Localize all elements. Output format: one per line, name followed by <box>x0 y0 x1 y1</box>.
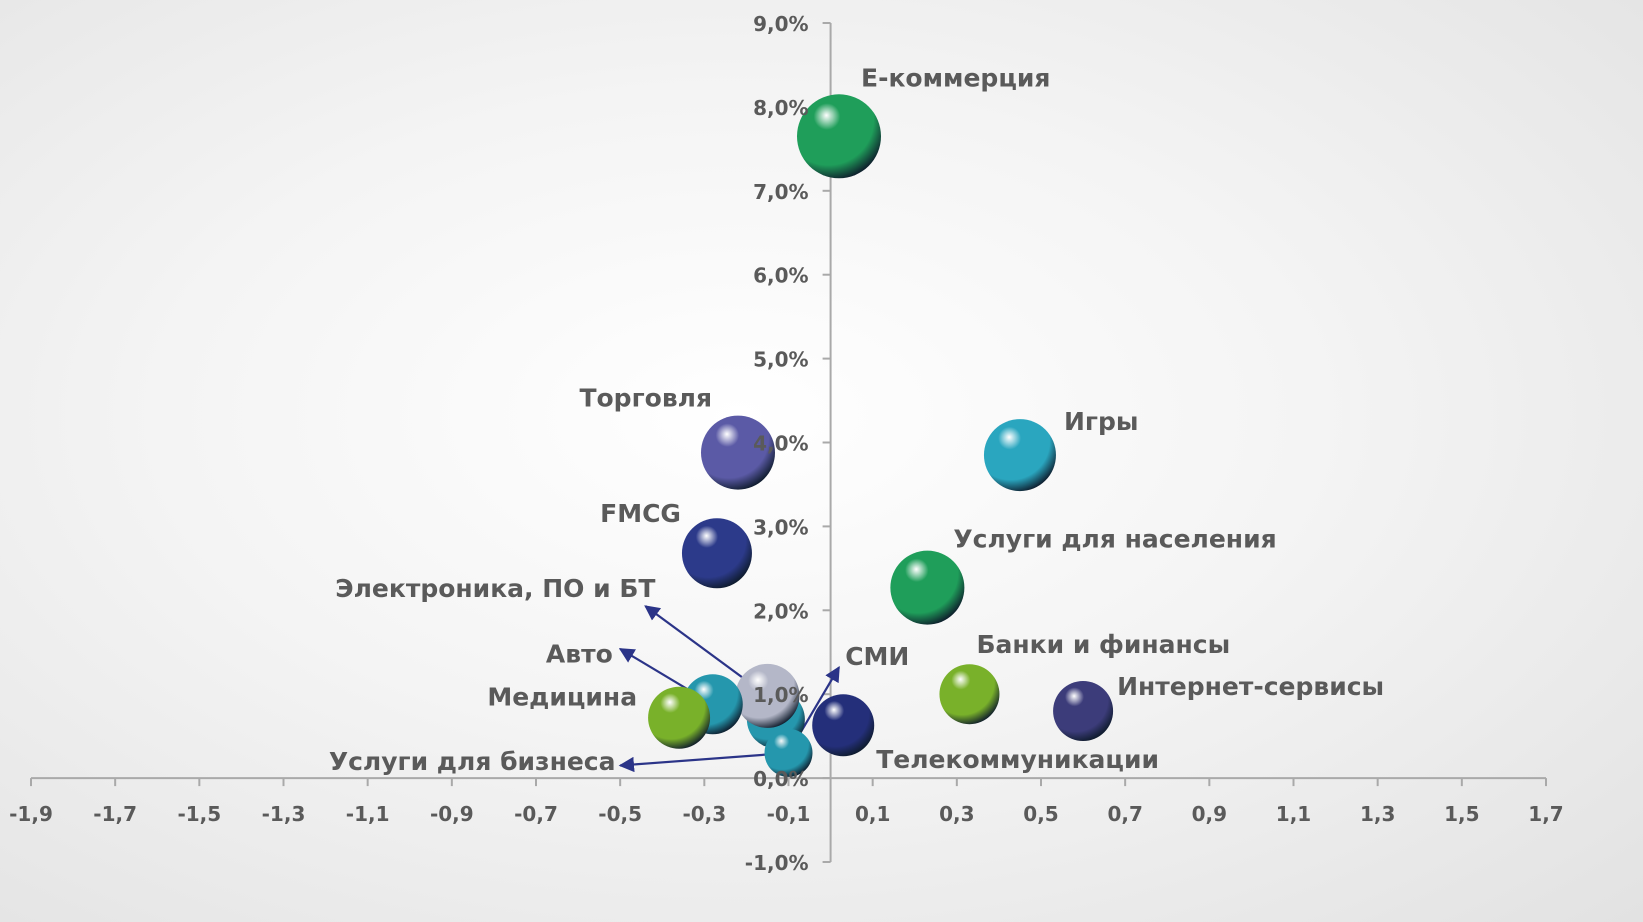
y-tick-label: 1,0% <box>753 683 808 707</box>
y-tick-label: 5,0% <box>753 348 808 372</box>
annotation-arrow-сми <box>795 666 840 740</box>
bubble-сми <box>812 694 875 757</box>
annotation-arrow-услуги-для-бизнеса <box>618 751 789 773</box>
x-tick-label: 1,3 <box>1360 802 1395 826</box>
bubble-label-e-коммерция: E-коммерция <box>861 63 1050 92</box>
x-tick-label: 1,5 <box>1444 802 1479 826</box>
bubble-label-телекоммуникации: Телекоммуникации <box>876 745 1159 774</box>
x-tick-label: 0,1 <box>855 802 890 826</box>
x-tick-label: 0,7 <box>1107 802 1142 826</box>
bubble-fmcg <box>681 518 752 589</box>
x-tick-label: -1,9 <box>9 802 53 826</box>
y-tick-label: 3,0% <box>753 515 808 539</box>
x-tick-label: -1,5 <box>177 802 221 826</box>
y-tick-labels: -1,0% 0,0% 1,0% 2,0% 3,0% 4,0% 5,0% 6,0% 7,0% 8,0… <box>745 12 809 875</box>
bubble-интернет-сервисы <box>1053 680 1114 741</box>
bubble-электроника-по-и-бт <box>735 663 800 728</box>
y-tick-label: 2,0% <box>753 599 808 623</box>
bubble-label-сми: СМИ <box>845 642 909 671</box>
bubble-label-игры: Игры <box>1064 407 1139 436</box>
x-tick-label: 0,9 <box>1192 802 1227 826</box>
x-tick-label: -0,3 <box>682 802 726 826</box>
bubble-игры <box>983 419 1056 492</box>
bubble-label-торговля: Торговля <box>579 384 712 413</box>
y-tick-label: 8,0% <box>753 96 808 120</box>
bubble-label-услуги-для-населения: Услуги для населения <box>953 525 1276 554</box>
x-tick-label: -0,9 <box>430 802 474 826</box>
axes: -1,9 -1,7 -1,5 -1,3 -1,1 -0,9 -0,7 -0,5 -0,3 -0,1… <box>9 22 1564 863</box>
x-tick-label: -0,5 <box>598 802 642 826</box>
bubble-услуги-для-населения <box>890 550 965 625</box>
bubble-label-fmcg: FMCG <box>600 499 681 528</box>
y-tick-label: -1,0% <box>745 851 809 875</box>
x-tick-label: -0,1 <box>767 802 811 826</box>
bubble-label-услуги-для-бизнеса: Услуги для бизнеса <box>329 747 616 776</box>
bubble-label-банки-и-финансы: Банки и финансы <box>976 630 1230 659</box>
bubble-e-коммерция <box>797 94 881 179</box>
x-tick-label: -1,7 <box>93 802 137 826</box>
y-tick-label: 6,0% <box>753 264 808 288</box>
bubble-label-авто: Авто <box>546 639 613 668</box>
bubble-услуги-для-бизнеса <box>764 728 813 777</box>
x-tick-label: 1,7 <box>1528 802 1563 826</box>
x-tick-label: 0,3 <box>939 802 974 826</box>
bubble-label-интернет-сервисы: Интернет-сервисы <box>1117 672 1384 701</box>
y-tick-label: 9,0% <box>753 12 808 36</box>
bubble-label-электроника-по-и-бт: Электроника, ПО и БТ <box>335 574 655 603</box>
y-tick-label: 0,0% <box>753 767 808 791</box>
bubble-банки-и-финансы <box>939 664 1000 725</box>
bubble-label-медицина: Медицина <box>487 683 637 712</box>
y-tick-label: 4,0% <box>753 432 808 456</box>
x-tick-label: -0,7 <box>514 802 558 826</box>
bubble-медицина <box>648 686 711 749</box>
x-tick-label: 1,1 <box>1276 802 1311 826</box>
bubbles <box>648 94 1114 777</box>
y-tick-label: 7,0% <box>753 180 808 204</box>
bubble-торговля <box>701 415 775 490</box>
bubble-labels: E-коммерция Игры Торговля FMCG Услуги для на… <box>329 63 1384 776</box>
x-tick-label: -1,3 <box>262 802 306 826</box>
x-tick-label: 0,5 <box>1023 802 1058 826</box>
x-tick-label: -1,1 <box>346 802 390 826</box>
